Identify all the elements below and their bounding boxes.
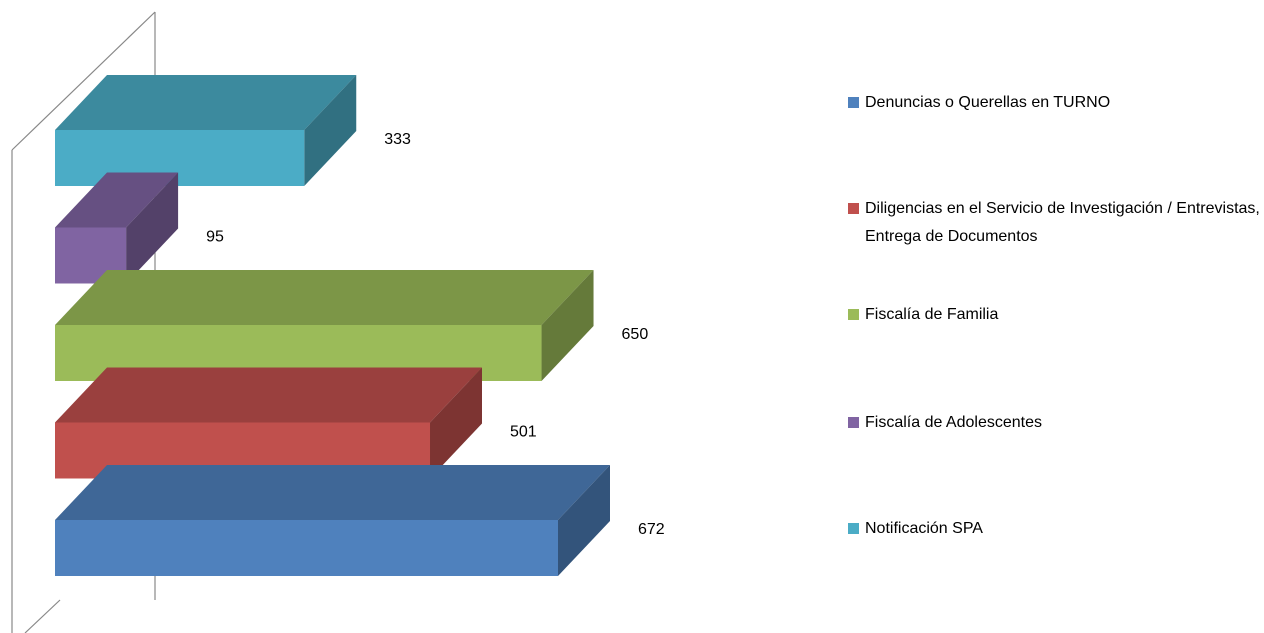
legend-label: Fiscalía de Adolescentes <box>865 414 1042 431</box>
data-label: 501 <box>510 424 537 441</box>
bar <box>55 270 594 381</box>
bar-side <box>430 367 483 479</box>
bar-side <box>126 172 179 284</box>
data-label: 650 <box>622 326 649 343</box>
bar-top <box>55 465 610 520</box>
legend-item: Fiscalía de Adolescentes <box>848 409 1260 437</box>
legend-item: Denuncias o Querellas en TURNO <box>848 89 1260 117</box>
bar <box>55 465 610 576</box>
bar-top <box>55 270 594 325</box>
legend-label: Denuncias o Querellas en TURNO <box>865 94 1111 111</box>
legend-swatch <box>848 523 859 534</box>
wall-edge <box>11 11 156 151</box>
bar-top <box>55 75 357 130</box>
bar-front <box>55 520 558 576</box>
legend-item: Diligencias en el Servicio de Investigac… <box>848 195 1260 251</box>
bar-front <box>55 325 542 381</box>
bar <box>55 172 179 284</box>
bar-front <box>55 130 305 186</box>
legend-label: Fiscalía de Familia <box>865 306 999 323</box>
data-label: 672 <box>638 521 665 538</box>
legend-swatch <box>848 203 859 214</box>
bar <box>55 367 483 479</box>
wall-edge <box>24 599 61 633</box>
legend-item: Fiscalía de Familia <box>848 301 1260 329</box>
bar-side <box>304 75 357 186</box>
legend-swatch <box>848 97 859 108</box>
bar <box>55 75 357 186</box>
bar-side <box>558 465 610 576</box>
data-label: 95 <box>206 229 224 246</box>
legend-swatch <box>848 417 859 428</box>
bar-top <box>55 172 179 228</box>
legend-item: Notificación SPA <box>848 515 1260 543</box>
bar-front <box>55 227 127 284</box>
bar-top <box>55 367 483 423</box>
data-label: 333 <box>384 131 411 148</box>
bar-side <box>541 270 594 381</box>
legend-swatch <box>848 309 859 320</box>
legend-label: Diligencias en el Servicio de Investigac… <box>865 200 1260 245</box>
legend-label: Notificación SPA <box>865 520 983 537</box>
bar-front <box>55 422 431 479</box>
